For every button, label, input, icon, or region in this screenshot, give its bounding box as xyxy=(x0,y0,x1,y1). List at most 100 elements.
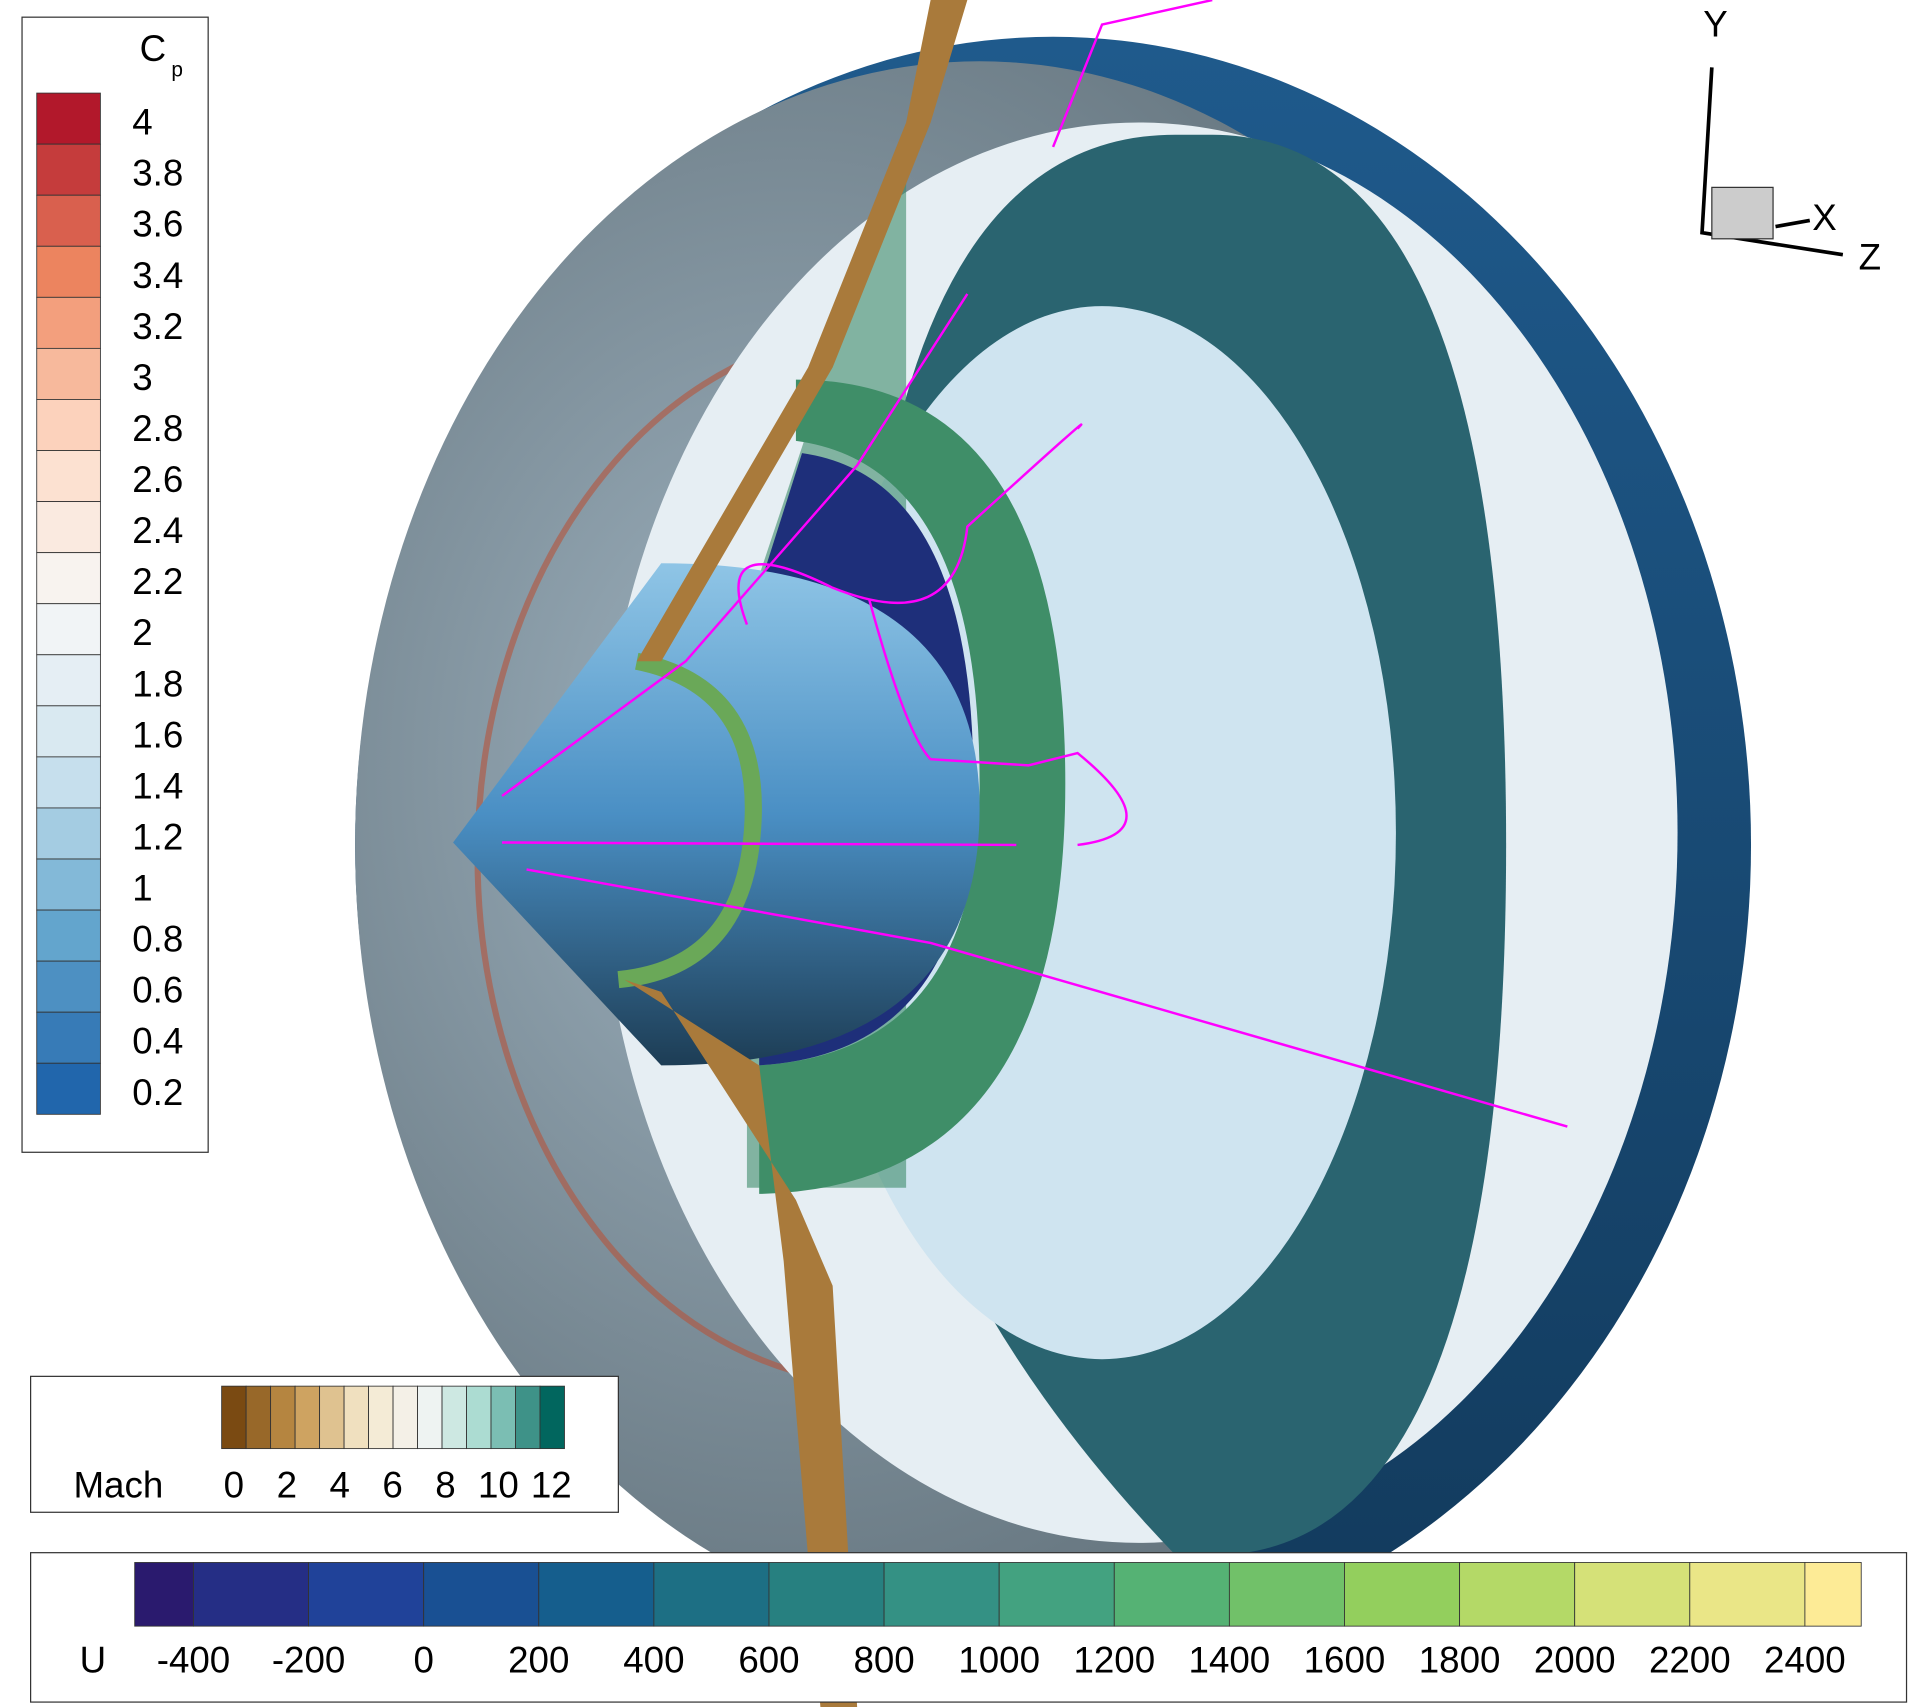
color-band xyxy=(36,552,101,605)
cp-legend: C p 4 3.8 3.6 3.4 3.2 3 2.8 2.6 2.4 2.2 2 1.8 1.6 1.4… xyxy=(21,16,209,1153)
color-band xyxy=(36,654,101,707)
axis-lines xyxy=(1700,67,1844,257)
color-band xyxy=(466,1385,492,1450)
color-band xyxy=(441,1385,467,1450)
legend-label: 2.4 xyxy=(132,510,183,551)
color-band xyxy=(36,194,101,247)
color-band xyxy=(538,1562,655,1627)
u-legend: U -400 -200 0 200 400 600 800 1000 1200 1400 1600 1… xyxy=(30,1552,1908,1703)
mach-legend: Mach 0 2 4 6 8 10 12 xyxy=(30,1375,619,1513)
color-band xyxy=(1113,1562,1230,1627)
y-axis-label: Y xyxy=(1703,4,1727,45)
legend-label: 6 xyxy=(382,1464,402,1505)
color-band xyxy=(36,1062,101,1115)
legend-label: 1.6 xyxy=(132,714,183,755)
legend-label: 1 xyxy=(132,868,152,909)
color-band xyxy=(1344,1562,1461,1627)
legend-label: 0.4 xyxy=(132,1021,183,1062)
color-band xyxy=(134,1562,194,1627)
color-band xyxy=(36,603,101,656)
axis-triad: Y X Z xyxy=(1700,4,1881,277)
legend-label: 200 xyxy=(508,1640,569,1681)
color-band xyxy=(1228,1562,1345,1627)
color-band xyxy=(308,1562,425,1627)
color-band xyxy=(343,1385,369,1450)
color-band xyxy=(36,347,101,400)
legend-label: 400 xyxy=(623,1640,684,1681)
legend-label: 0 xyxy=(224,1464,244,1505)
color-band xyxy=(392,1385,418,1450)
legend-label: 1600 xyxy=(1304,1640,1386,1681)
legend-label: 3.2 xyxy=(132,306,183,347)
color-band xyxy=(998,1562,1115,1627)
legend-label: -200 xyxy=(272,1640,346,1681)
legend-label: 2200 xyxy=(1649,1640,1731,1681)
color-band xyxy=(36,705,101,758)
color-band xyxy=(36,756,101,809)
legend-label: 8 xyxy=(435,1464,455,1505)
legend-label: 4 xyxy=(329,1464,349,1505)
color-band xyxy=(1574,1562,1691,1627)
z-axis-label: Z xyxy=(1859,236,1881,277)
color-band xyxy=(515,1385,541,1450)
color-band xyxy=(36,450,101,503)
color-band xyxy=(1689,1562,1806,1627)
legend-label: 1.4 xyxy=(132,765,183,806)
mid-ring xyxy=(759,379,1066,1194)
color-band xyxy=(36,399,101,451)
legend-label: 1800 xyxy=(1419,1640,1501,1681)
legend-label: 4 xyxy=(132,102,152,143)
legend-label: 2.8 xyxy=(132,408,183,449)
color-band xyxy=(245,1385,272,1450)
color-band xyxy=(36,909,101,962)
color-band xyxy=(417,1385,443,1450)
color-band xyxy=(193,1562,309,1627)
color-band xyxy=(653,1562,770,1627)
cone-ring xyxy=(617,652,762,989)
color-band xyxy=(36,143,101,196)
legend-label: 2000 xyxy=(1534,1640,1616,1681)
color-band xyxy=(1459,1562,1576,1627)
color-band xyxy=(36,807,101,860)
color-band xyxy=(36,1011,101,1064)
legend-label: 3.6 xyxy=(132,204,183,245)
legend-label: 2 xyxy=(277,1464,297,1505)
legend-label: 1.8 xyxy=(132,663,183,704)
legend-subscript: p xyxy=(171,59,183,82)
legend-label: 1200 xyxy=(1073,1640,1155,1681)
legend-label: 3 xyxy=(132,357,152,398)
legend-label: 3.4 xyxy=(132,255,183,296)
legend-label: 0.6 xyxy=(132,970,183,1011)
color-band xyxy=(768,1562,885,1627)
cone xyxy=(453,563,980,1066)
legend-label: 1400 xyxy=(1189,1640,1271,1681)
legend-label: 0.2 xyxy=(132,1072,183,1113)
legend-label: 12 xyxy=(531,1464,572,1505)
color-band xyxy=(539,1385,565,1450)
color-band xyxy=(490,1385,516,1450)
triad-cube xyxy=(1711,186,1774,240)
color-band xyxy=(319,1385,345,1450)
legend-label: 1000 xyxy=(958,1640,1040,1681)
legend-label: 800 xyxy=(853,1640,914,1681)
x-axis-line xyxy=(1775,218,1811,229)
color-band xyxy=(883,1562,1000,1627)
legend-label: 10 xyxy=(478,1464,519,1505)
legend-label: 2400 xyxy=(1764,1640,1846,1681)
color-band xyxy=(36,501,101,554)
legend-label: 2.2 xyxy=(132,561,183,602)
color-band xyxy=(36,245,101,298)
color-band xyxy=(36,92,101,145)
legend-title: C xyxy=(140,28,167,69)
legend-label: 2 xyxy=(132,612,152,653)
shock-upper xyxy=(636,0,968,662)
color-band xyxy=(36,858,101,911)
color-band xyxy=(423,1562,540,1627)
legend-label: 0.8 xyxy=(132,919,183,960)
legend-title: Mach xyxy=(73,1464,163,1505)
color-band xyxy=(36,296,101,349)
legend-label: 2.6 xyxy=(132,459,183,500)
legend-label: 3.8 xyxy=(132,153,183,194)
legend-label: 600 xyxy=(738,1640,799,1681)
